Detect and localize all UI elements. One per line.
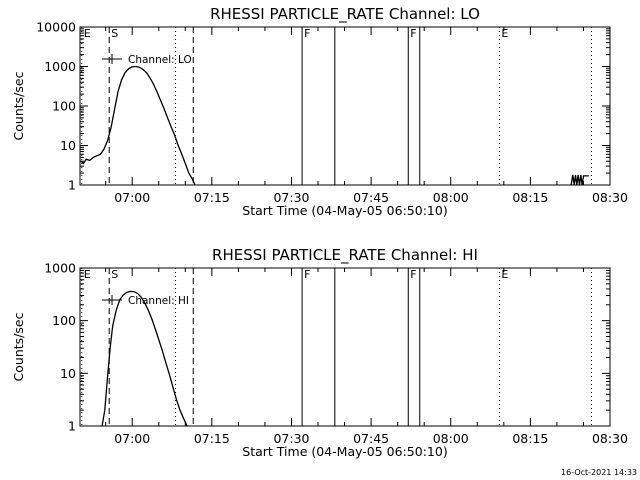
x-tick-label: 08:00: [433, 431, 469, 446]
event-marker-label: F: [410, 268, 416, 281]
x-tick-label: 07:15: [194, 431, 230, 446]
event-marker-label: S: [111, 268, 118, 281]
x-tick-label: 07:00: [114, 190, 150, 205]
x-tick-label: 08:00: [433, 190, 469, 205]
legend-label: Channel: LO: [128, 54, 192, 66]
legend-label: Channel: HI: [128, 295, 189, 307]
plot-frame: [79, 26, 611, 186]
y-tick-label: 1000: [44, 261, 76, 276]
x-axis-label: Start Time (04-May-05 06:50:10): [242, 203, 447, 218]
series-line-0: [80, 65, 196, 186]
x-tick-label: 07:30: [273, 431, 309, 446]
plot-frame: [79, 267, 611, 427]
x-tick-label: 08:30: [592, 431, 628, 446]
y-tick-label: 100: [52, 313, 76, 328]
y-tick-label: 1: [68, 178, 76, 193]
event-marker-label: E: [501, 27, 508, 40]
event-marker-label: E: [501, 268, 508, 281]
x-tick-label: 07:45: [353, 431, 389, 446]
y-axis-label: Counts/sec: [11, 312, 26, 381]
x-tick-label: 08:30: [592, 190, 628, 205]
y-axis-label: Counts/sec: [11, 71, 26, 140]
event-marker-label: F: [410, 27, 416, 40]
chart-title: RHESSI PARTICLE_RATE Channel: HI: [212, 246, 478, 265]
x-tick-label: 08:15: [512, 431, 548, 446]
event-marker-label: F: [304, 268, 310, 281]
y-tick-label: 1000: [44, 59, 76, 74]
timestamp: 16-Oct-2021 14:33: [561, 468, 637, 477]
panel-hi: RHESSI PARTICLE_RATE Channel: HI 1 10 100 10…: [11, 246, 628, 459]
x-tick-label: 07:15: [194, 190, 230, 205]
x-axis-label: Start Time (04-May-05 06:50:10): [242, 444, 447, 459]
series-line-0: [101, 290, 188, 427]
chart-title: RHESSI PARTICLE_RATE Channel: LO: [210, 5, 480, 24]
x-tick-label: 07:45: [353, 190, 389, 205]
y-tick-label: 10000: [36, 20, 76, 35]
y-tick-label: 10: [60, 138, 76, 153]
y-tick-label: 100: [52, 99, 76, 114]
event-marker-label: E: [84, 268, 91, 281]
x-tick-label: 08:15: [512, 190, 548, 205]
event-marker-label: E: [84, 27, 91, 40]
y-tick-label: 1: [68, 419, 76, 434]
event-marker-label: S: [111, 27, 118, 40]
y-tick-label: 10: [60, 366, 76, 381]
series-line-0: [570, 174, 589, 186]
event-marker-label: F: [304, 27, 310, 40]
x-tick-label: 07:00: [114, 431, 150, 446]
x-tick-label: 07:30: [273, 190, 309, 205]
panel-lo: RHESSI PARTICLE_RATE Channel: LO 1 10 100 10…: [11, 5, 628, 218]
